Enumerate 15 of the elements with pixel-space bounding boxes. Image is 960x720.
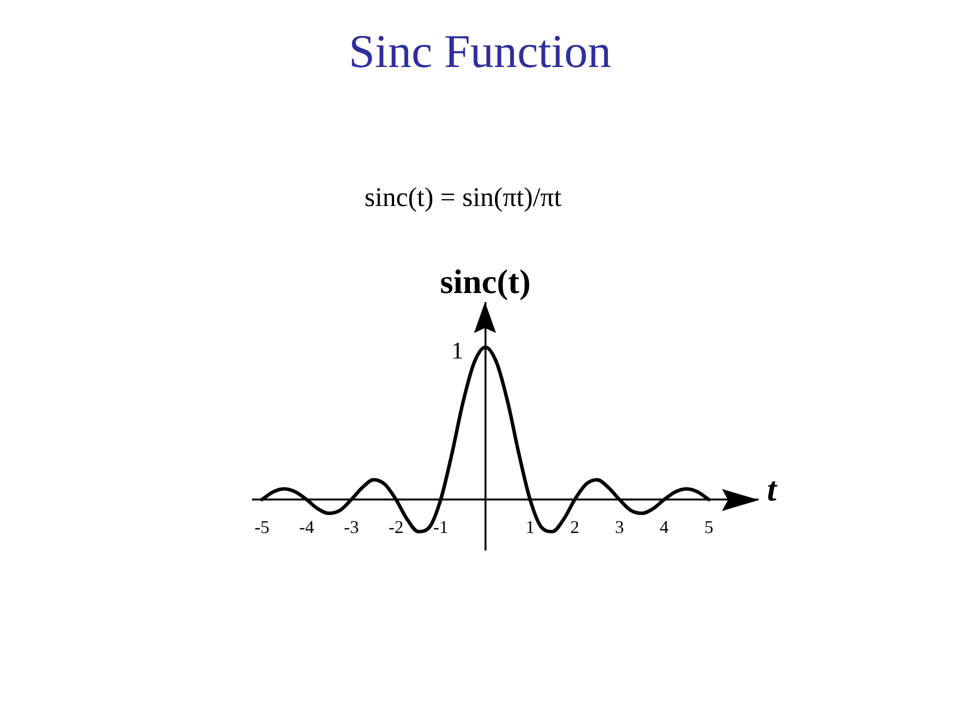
annotation: 1 [451,338,464,365]
x-tick-label: 5 [704,517,714,538]
x-tick-label: 3 [614,517,624,538]
x-tick-label: -1 [433,517,448,538]
x-tick-label: -4 [299,517,314,538]
x-tick-label: -2 [388,517,404,538]
chart-title: Sinc Function [348,25,612,80]
x-axis-title: t [767,471,778,508]
chart-subtitle: sinc(t) = sin(πt)/πt [364,181,562,214]
x-tick-label: -5 [254,517,270,538]
y-axis-title: sinc(t) [440,264,531,301]
x-tick-label: 4 [660,517,669,538]
x-tick-label: 2 [570,517,580,538]
x-tick-label: -3 [344,517,359,538]
x-tick-label: 1 [526,517,535,538]
